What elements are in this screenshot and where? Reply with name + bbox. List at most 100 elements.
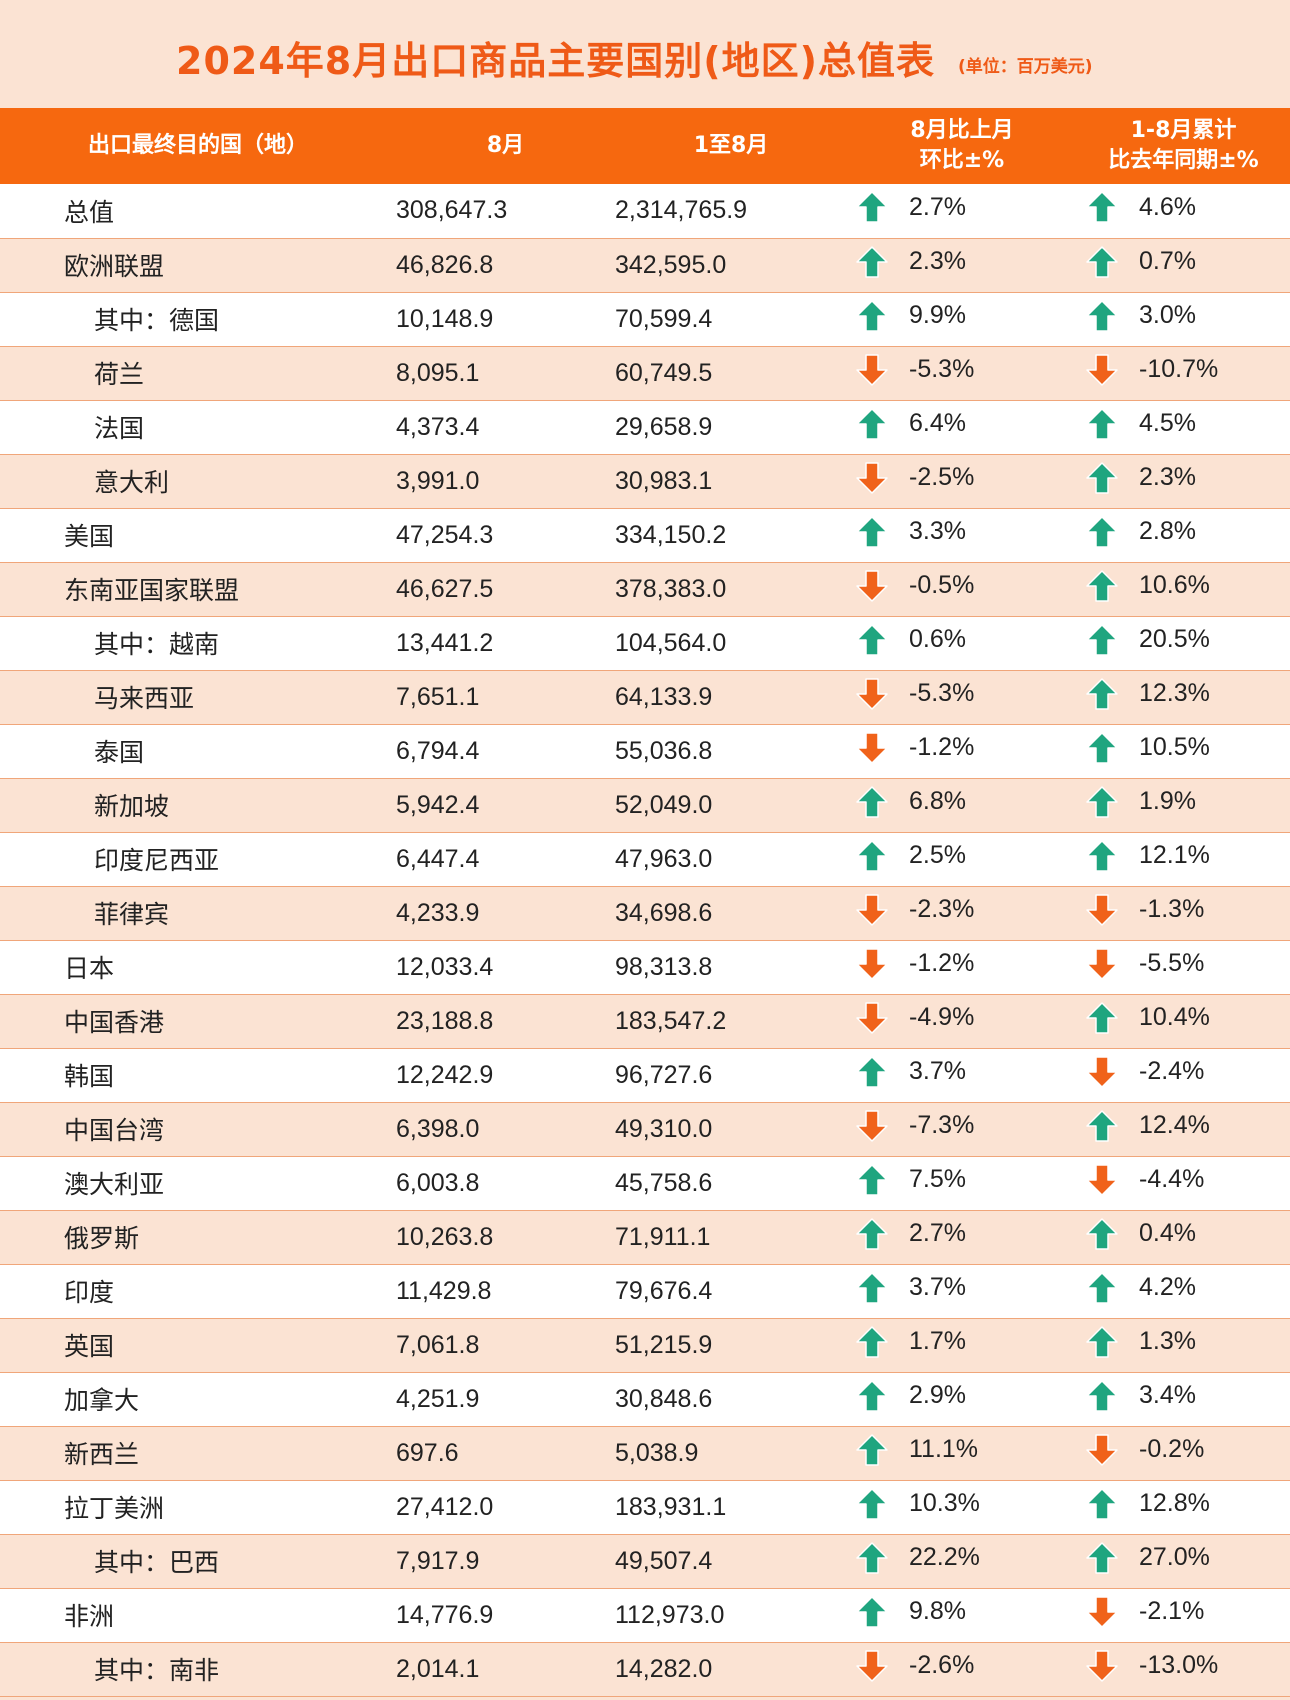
cell-mom-value: -2.5%: [909, 463, 975, 491]
arrow-up-icon: [1086, 569, 1118, 602]
arrow-down-icon: [1086, 353, 1118, 386]
arrow-up-icon: [1086, 1541, 1118, 1574]
table-row: 英国 7,061.8 51,215.9 1.7% 1.3%: [0, 1318, 1290, 1373]
cell-country: 中国台湾: [0, 1102, 396, 1157]
cell-mom: 9.8%: [847, 1588, 1077, 1643]
arrow-down-icon: [1086, 1055, 1118, 1088]
arrow-up-icon: [856, 245, 888, 278]
arrow-up-icon: [856, 1271, 888, 1304]
cell-yoy-value: -0.2%: [1139, 1435, 1205, 1463]
cell-aug: 4,373.4: [396, 400, 615, 455]
cell-aug: 46,627.5: [396, 562, 615, 617]
header-yoy: 1-8月累计 比去年同期±%: [1077, 108, 1290, 184]
cell-mom: 11.1%: [847, 1426, 1077, 1481]
cell-mom-value: 11.1%: [909, 1435, 979, 1463]
cell-yoy-value: 10.4%: [1139, 1003, 1210, 1031]
cell-mom-value: 7.5%: [909, 1165, 966, 1193]
cell-yoy: -10.7%: [1077, 346, 1290, 401]
cell-mom: 3.7%: [847, 1048, 1077, 1103]
cell-mom: 2.5%: [847, 832, 1077, 887]
cell-yoy-value: -4.4%: [1139, 1165, 1205, 1193]
cell-mom-value: 2.7%: [909, 1219, 966, 1247]
cell-yoy-value: -1.3%: [1139, 895, 1205, 923]
cell-yoy-value: 4.6%: [1139, 192, 1196, 221]
cell-mom-value: 10.3%: [909, 1489, 980, 1517]
arrow-up-icon: [856, 1325, 888, 1358]
cell-mom: -5.3%: [847, 346, 1077, 401]
table-row: 新加坡 5,942.4 52,049.0 6.8% 1.9%: [0, 778, 1290, 833]
cell-yoy: -1.3%: [1077, 886, 1290, 941]
cell-mom: 2.7%: [847, 1210, 1077, 1265]
cell-mom: 6.4%: [847, 400, 1077, 455]
cell-aug: 697.6: [396, 1426, 615, 1481]
cell-aug: 6,794.4: [396, 724, 615, 779]
cell-aug: 10,263.8: [396, 1210, 615, 1265]
cell-mom: -7.3%: [847, 1102, 1077, 1157]
cell-mom-value: -2.3%: [909, 895, 975, 923]
cell-mom-value: 9.9%: [909, 301, 966, 329]
cell-ytd: 30,848.6: [615, 1372, 847, 1427]
cell-yoy-value: 27.0%: [1139, 1543, 1210, 1571]
cell-country: 非洲: [0, 1588, 396, 1643]
cell-yoy: 10.5%: [1077, 724, 1290, 779]
arrow-up-icon: [856, 1217, 888, 1250]
unit-label: (单位：百万美元): [958, 57, 1093, 77]
table-row: 非洲 14,776.9 112,973.0 9.8% -2.1%: [0, 1588, 1290, 1643]
table-row: 欧洲联盟 46,826.8 342,595.0 2.3% 0.7%: [0, 238, 1290, 293]
cell-yoy: -2.4%: [1077, 1048, 1290, 1103]
cell-aug: 6,003.8: [396, 1156, 615, 1211]
cell-mom: 22.2%: [847, 1534, 1077, 1589]
cell-yoy: 1.3%: [1077, 1318, 1290, 1373]
cell-country: 中国香港: [0, 994, 396, 1049]
cell-aug: 11,429.8: [396, 1264, 615, 1319]
cell-aug: 7,651.1: [396, 670, 615, 725]
cell-ytd: 49,310.0: [615, 1102, 847, 1157]
header-row: 出口最终目的国（地） 8月 1至8月 8月比上月 环比±% 1-8月累计 比去年…: [0, 108, 1290, 184]
arrow-down-icon: [856, 1649, 888, 1682]
cell-yoy: 2.8%: [1077, 508, 1290, 563]
cell-mom-value: -7.3%: [909, 1111, 975, 1139]
cell-mom-value: -0.5%: [909, 571, 975, 599]
cell-aug: 7,917.9: [396, 1534, 615, 1589]
cell-aug: 6,447.4: [396, 832, 615, 887]
cell-yoy-value: 12.1%: [1139, 841, 1210, 869]
cell-mom: 2.9%: [847, 1372, 1077, 1427]
cell-country: 加拿大: [0, 1372, 396, 1427]
cell-aug: 14,776.9: [396, 1588, 615, 1643]
cell-ytd: 96,727.6: [615, 1048, 847, 1103]
header-mom: 8月比上月 环比±%: [847, 108, 1077, 184]
cell-yoy: 12.8%: [1077, 1480, 1290, 1535]
cell-mom-value: 0.6%: [909, 625, 966, 653]
cell-mom: -5.3%: [847, 670, 1077, 725]
cell-yoy: 4.6%: [1077, 184, 1290, 239]
cell-yoy: 10.6%: [1077, 562, 1290, 617]
cell-yoy-value: -5.5%: [1139, 949, 1205, 977]
cell-yoy-value: -10.7%: [1139, 355, 1219, 383]
cell-country: 其中：南非: [0, 1642, 396, 1697]
cell-ytd: 34,698.6: [615, 886, 847, 941]
cell-country: 其中：德国: [0, 292, 396, 347]
arrow-down-icon: [856, 947, 888, 980]
cell-country: 意大利: [0, 454, 396, 509]
cell-country: 新加坡: [0, 778, 396, 833]
arrow-up-icon: [856, 1541, 888, 1574]
cell-mom: 10.3%: [847, 1480, 1077, 1535]
arrow-down-icon: [1086, 947, 1118, 980]
cell-country: 澳大利亚: [0, 1156, 396, 1211]
cell-mom-value: 2.5%: [909, 841, 966, 869]
cell-mom: 7.5%: [847, 1156, 1077, 1211]
table-row: 印度 11,429.8 79,676.4 3.7% 4.2%: [0, 1264, 1290, 1319]
page-title: 2024年8月出口商品主要国别(地区)总值表: [176, 39, 935, 83]
cell-mom-value: 3.7%: [909, 1273, 966, 1301]
cell-mom-value: 2.9%: [909, 1381, 966, 1409]
cell-yoy-value: 10.6%: [1139, 571, 1210, 599]
table-row: 中国香港 23,188.8 183,547.2 -4.9% 10.4%: [0, 994, 1290, 1049]
cell-mom-value: 3.7%: [909, 1057, 966, 1085]
cell-ytd: 51,215.9: [615, 1318, 847, 1373]
cell-ytd: 30,983.1: [615, 454, 847, 509]
arrow-up-icon: [1086, 1271, 1118, 1304]
cell-ytd: 55,036.8: [615, 724, 847, 779]
arrow-up-icon: [1086, 785, 1118, 818]
cell-ytd: 45,758.6: [615, 1156, 847, 1211]
cell-yoy-value: 20.5%: [1139, 625, 1210, 653]
